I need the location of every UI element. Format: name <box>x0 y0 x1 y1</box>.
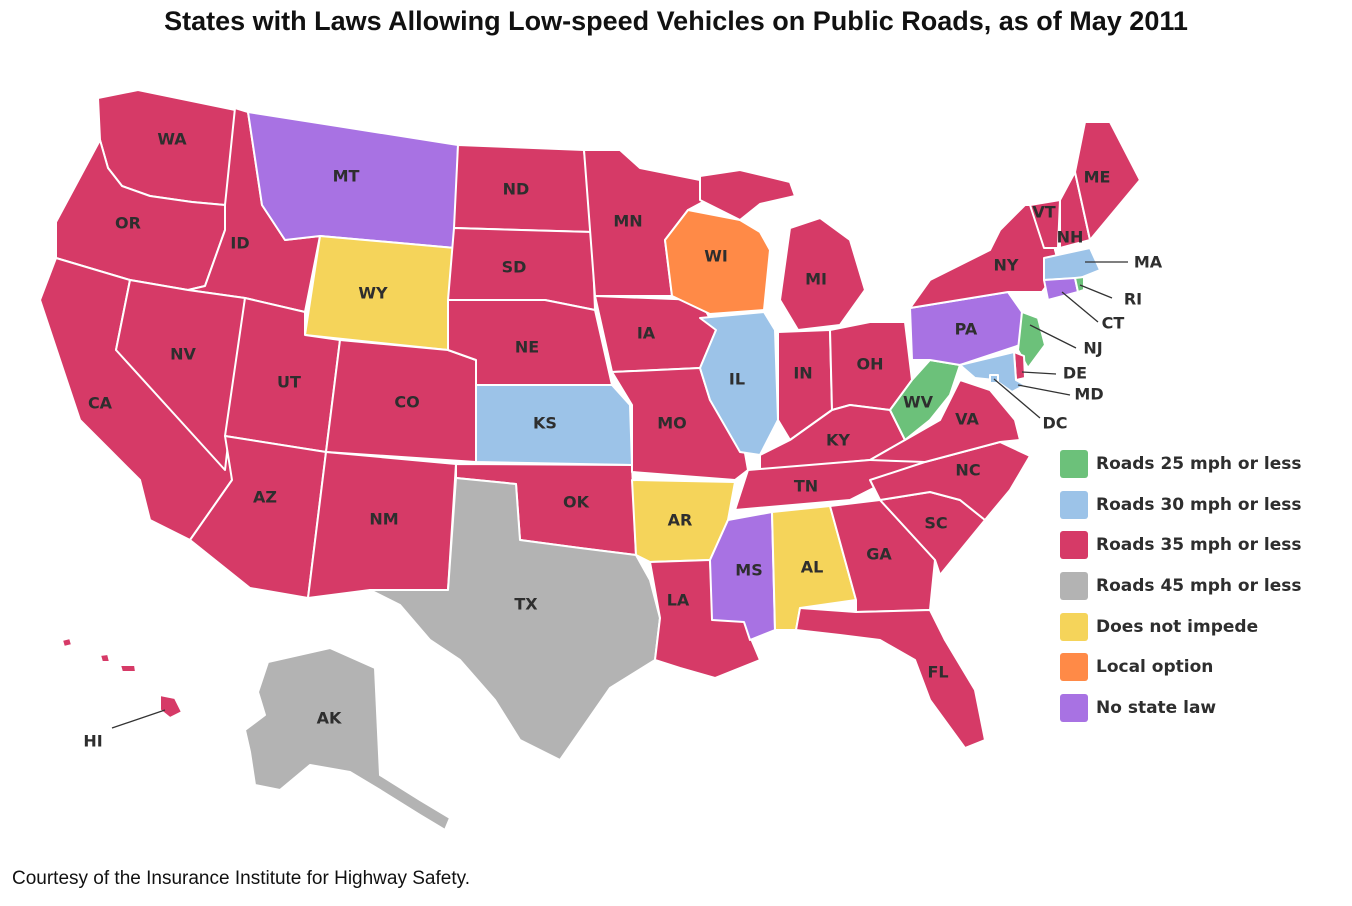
label-oh: OH <box>857 355 884 374</box>
label-ne: NE <box>515 338 539 357</box>
legend-label: Does not impede <box>1096 616 1259 637</box>
label-nm: NM <box>369 510 398 529</box>
state-ma[interactable] <box>1043 247 1101 281</box>
state-fl[interactable] <box>795 607 986 749</box>
state-nj[interactable] <box>1017 311 1046 369</box>
label-pa: PA <box>955 320 978 339</box>
label-il: IL <box>729 370 745 389</box>
label-wa: WA <box>157 130 187 149</box>
label-tx: TX <box>514 595 538 614</box>
label-md: MD <box>1074 385 1103 404</box>
legend-swatch <box>1060 612 1088 641</box>
legend-label: Local option <box>1096 657 1214 678</box>
label-ky: KY <box>826 431 850 450</box>
state-wv[interactable] <box>889 359 961 441</box>
label-nv: NV <box>170 345 196 364</box>
label-mt: MT <box>333 167 360 186</box>
label-fl: FL <box>927 663 948 682</box>
legend-label: Roads 25 mph or less <box>1096 454 1302 475</box>
legend-swatch <box>1060 490 1088 519</box>
legend-label: Roads 45 mph or less <box>1096 576 1302 597</box>
state-labels: WA OR CA ID NV MT WY UT AZ CO NM ND SD N… <box>83 130 1162 751</box>
state-vt[interactable] <box>1029 199 1061 249</box>
legend-item-noimpede: Does not impede <box>1060 606 1302 647</box>
label-mn: MN <box>613 212 642 231</box>
label-ia: IA <box>637 324 656 343</box>
state-ri[interactable] <box>1074 276 1085 293</box>
label-ga: GA <box>866 545 892 564</box>
legend-swatch <box>1060 572 1088 601</box>
label-me: ME <box>1084 168 1111 187</box>
state-me[interactable] <box>1074 121 1141 241</box>
label-ms: MS <box>735 561 762 580</box>
label-or: OR <box>115 214 141 233</box>
legend-swatch <box>1060 531 1088 560</box>
label-la: LA <box>667 591 690 610</box>
label-va: VA <box>955 410 979 429</box>
leader-lines <box>111 261 1128 729</box>
label-de: DE <box>1063 364 1087 383</box>
map-legend: Roads 25 mph or less Roads 30 mph or less… <box>1060 444 1302 728</box>
legend-label: Roads 30 mph or less <box>1096 494 1302 515</box>
label-id: ID <box>230 234 249 253</box>
state-va[interactable] <box>869 379 1021 463</box>
label-ri: RI <box>1124 290 1142 309</box>
label-sc: SC <box>924 514 947 533</box>
label-ut: UT <box>277 373 301 392</box>
state-mi[interactable] <box>699 169 866 331</box>
legend-item-lt25: Roads 25 mph or less <box>1060 444 1302 485</box>
label-ct: CT <box>1102 314 1125 333</box>
state-ct[interactable] <box>1043 277 1079 301</box>
state-md[interactable] <box>959 351 1026 393</box>
state-tx[interactable] <box>369 477 661 761</box>
legend-item-nolaw: No state law <box>1060 688 1302 729</box>
label-ma: MA <box>1134 253 1163 272</box>
label-nj: NJ <box>1083 339 1102 358</box>
state-wi[interactable] <box>664 209 771 315</box>
legend-swatch <box>1060 693 1088 722</box>
label-ak: AK <box>317 709 342 728</box>
label-dc: DC <box>1042 414 1067 433</box>
label-co: CO <box>394 393 419 412</box>
label-vt: VT <box>1032 203 1055 222</box>
legend-swatch <box>1060 653 1088 682</box>
state-il[interactable] <box>699 311 779 456</box>
legend-item-lt30: Roads 30 mph or less <box>1060 485 1302 526</box>
label-in: IN <box>793 364 812 383</box>
state-hi[interactable] <box>61 637 183 719</box>
legend-label: Roads 35 mph or less <box>1096 535 1302 556</box>
label-wv: WV <box>903 393 934 412</box>
label-tn: TN <box>794 477 818 496</box>
label-nh: NH <box>1057 228 1084 247</box>
label-az: AZ <box>253 488 277 507</box>
state-pa[interactable] <box>909 291 1023 366</box>
state-ny[interactable] <box>909 204 1061 309</box>
label-mi: MI <box>805 270 827 289</box>
state-ak[interactable] <box>244 647 451 831</box>
label-ca: CA <box>88 394 113 413</box>
label-al: AL <box>801 558 824 577</box>
legend-item-local: Local option <box>1060 647 1302 688</box>
label-ok: OK <box>563 493 590 512</box>
legend-item-lt35: Roads 35 mph or less <box>1060 525 1302 566</box>
label-ar: AR <box>668 511 693 530</box>
label-sd: SD <box>502 258 527 277</box>
source-credit: Courtesy of the Insurance Institute for … <box>12 868 470 889</box>
label-ks: KS <box>533 414 557 433</box>
map-title: States with Laws Allowing Low-speed Vehi… <box>164 6 1188 36</box>
label-nc: NC <box>955 461 980 480</box>
legend-swatch <box>1060 450 1088 479</box>
label-nd: ND <box>503 180 530 199</box>
legend-label: No state law <box>1096 697 1217 718</box>
label-wi: WI <box>704 247 728 266</box>
label-wy: WY <box>358 284 388 303</box>
label-hi: HI <box>83 732 102 751</box>
label-ny: NY <box>994 256 1019 275</box>
label-mo: MO <box>657 414 687 433</box>
legend-item-lt45: Roads 45 mph or less <box>1060 566 1302 607</box>
